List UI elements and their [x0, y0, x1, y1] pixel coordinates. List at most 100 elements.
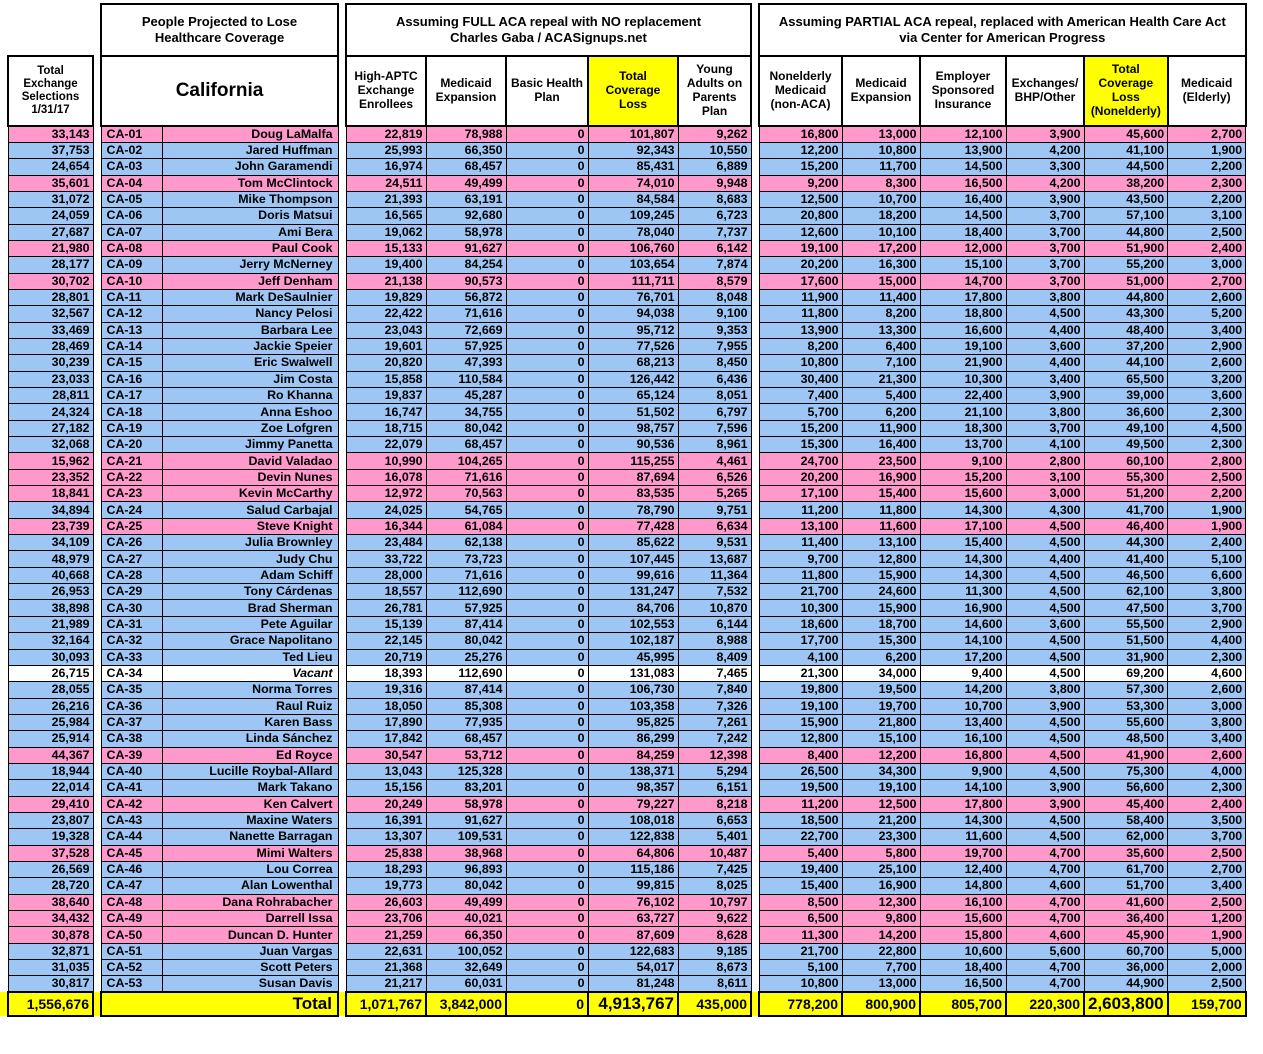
cell-district[interactable]: CA-11: [100, 288, 163, 307]
cell-employer-sponsored[interactable]: 14,500: [919, 207, 1007, 225]
cell-district[interactable]: CA-06: [100, 207, 163, 225]
cell-district[interactable]: CA-29: [100, 583, 163, 601]
cell-medicaid-elderly[interactable]: 4,600: [1167, 664, 1247, 683]
cell-young-adults[interactable]: 9,948: [677, 174, 752, 192]
cell-total-exchange-selections[interactable]: 44,367: [7, 746, 94, 764]
cell-representative[interactable]: Ken Calvert: [161, 795, 339, 813]
cell-basic-health-plan[interactable]: 0: [505, 959, 589, 977]
cell-district[interactable]: CA-44: [100, 828, 163, 846]
cell-medicaid-elderly[interactable]: 2,300: [1167, 648, 1247, 666]
cell-medicaid-expansion-partial[interactable]: 34,000: [841, 664, 921, 683]
cell-nonelderly-medicaid[interactable]: 12,200: [758, 141, 843, 160]
cell-employer-sponsored[interactable]: 10,700: [919, 697, 1007, 715]
cell-employer-sponsored[interactable]: 15,800: [919, 926, 1007, 944]
cell-young-adults[interactable]: 8,988: [677, 632, 752, 650]
cell-medicaid-expansion-partial[interactable]: 21,800: [841, 713, 921, 732]
cell-district[interactable]: CA-48: [100, 893, 163, 912]
cell-district[interactable]: CA-19: [100, 419, 163, 438]
cell-district[interactable]: CA-17: [100, 386, 163, 405]
cell-medicaid-expansion[interactable]: 56,872: [425, 288, 507, 307]
cell-district[interactable]: CA-46: [100, 860, 163, 879]
cell-representative[interactable]: Ami Bera: [161, 223, 339, 241]
cell-medicaid-expansion-partial[interactable]: 13,100: [841, 534, 921, 552]
cell-employer-sponsored[interactable]: 18,400: [919, 959, 1007, 977]
cell-medicaid-expansion-partial[interactable]: 15,300: [841, 632, 921, 650]
cell-medicaid-expansion[interactable]: 100,052: [425, 942, 507, 961]
cell-representative[interactable]: Mimi Walters: [161, 844, 339, 862]
cell-representative[interactable]: Jackie Speier: [161, 337, 339, 356]
cell-high-aptc[interactable]: 16,344: [345, 517, 427, 536]
cell-total-exchange-selections[interactable]: 31,035: [7, 959, 94, 977]
cell-total-exchange-selections[interactable]: 22,014: [7, 779, 94, 797]
cell-exchanges-bhp[interactable]: 4,500: [1005, 517, 1085, 536]
cell-medicaid-elderly[interactable]: 2,400: [1167, 239, 1247, 258]
cell-young-adults[interactable]: 7,737: [677, 223, 752, 241]
cell-exchanges-bhp[interactable]: 4,600: [1005, 877, 1085, 895]
cell-exchanges-bhp[interactable]: 4,400: [1005, 354, 1085, 372]
cell-nonelderly-medicaid[interactable]: 11,800: [758, 305, 843, 323]
cell-district[interactable]: CA-51: [100, 942, 163, 961]
cell-high-aptc[interactable]: 26,781: [345, 599, 427, 617]
cell-basic-health-plan[interactable]: 0: [505, 632, 589, 650]
cell-medicaid-expansion[interactable]: 32,649: [425, 959, 507, 977]
cell-total-coverage-loss-nonelderly[interactable]: 75,300: [1083, 762, 1169, 781]
cell-exchanges-bhp[interactable]: 4,500: [1005, 566, 1085, 585]
cell-exchanges-bhp[interactable]: 4,700: [1005, 959, 1085, 977]
table-row[interactable]: 30,702 CA-10 Jeff Denham 21,138 90,573 0 111,7…: [0, 272, 1247, 290]
cell-total-coverage-loss-nonelderly[interactable]: 51,700: [1083, 877, 1169, 895]
cell-total-coverage-loss[interactable]: 108,018: [587, 811, 679, 830]
cell-medicaid-elderly[interactable]: 3,000: [1167, 256, 1247, 274]
cell-total-exchange-selections[interactable]: 48,979: [7, 550, 94, 568]
table-row[interactable]: 21,989 CA-31 Pete Aguilar 15,139 87,414 0 102,…: [0, 615, 1247, 634]
cell-representative[interactable]: David Valadao: [161, 452, 339, 470]
table-row[interactable]: 30,093 CA-33 Ted Lieu 20,719 25,276 0 45,995 8,…: [0, 648, 1247, 666]
cell-medicaid-elderly[interactable]: 2,500: [1167, 975, 1247, 993]
cell-young-adults[interactable]: 7,465: [677, 664, 752, 683]
cell-nonelderly-medicaid[interactable]: 12,500: [758, 190, 843, 209]
table-row[interactable]: 44,367 CA-39 Ed Royce 30,547 53,712 0 84,259 12…: [0, 746, 1247, 764]
cell-district[interactable]: CA-12: [100, 305, 163, 323]
cell-medicaid-expansion[interactable]: 85,308: [425, 697, 507, 715]
table-row[interactable]: 28,177 CA-09 Jerry McNerney 19,400 84,254 0 10…: [0, 256, 1247, 274]
cell-total-coverage-loss-nonelderly[interactable]: 41,700: [1083, 501, 1169, 519]
cell-nonelderly-medicaid[interactable]: 9,700: [758, 550, 843, 568]
cell-young-adults[interactable]: 8,579: [677, 272, 752, 290]
table-row[interactable]: 35,601 CA-04 Tom McClintock 24,511 49,499 0 74…: [0, 174, 1247, 192]
cell-nonelderly-medicaid[interactable]: 11,800: [758, 566, 843, 585]
cell-medicaid-expansion[interactable]: 87,414: [425, 681, 507, 699]
cell-total-exchange-selections[interactable]: 15,962: [7, 452, 94, 470]
cell-total-exchange-selections[interactable]: 38,898: [7, 599, 94, 617]
cell-medicaid-elderly[interactable]: 2,700: [1167, 125, 1247, 143]
cell-representative[interactable]: Steve Knight: [161, 517, 339, 536]
cell-total-coverage-loss[interactable]: 106,730: [587, 681, 679, 699]
cell-employer-sponsored[interactable]: 14,800: [919, 877, 1007, 895]
cell-medicaid-elderly[interactable]: 3,600: [1167, 386, 1247, 405]
cell-basic-health-plan[interactable]: 0: [505, 337, 589, 356]
cell-district[interactable]: CA-39: [100, 746, 163, 764]
cell-medicaid-expansion[interactable]: 125,328: [425, 762, 507, 781]
cell-young-adults[interactable]: 7,596: [677, 419, 752, 438]
table-row[interactable]: 28,811 CA-17 Ro Khanna 19,837 45,287 0 65,124 8…: [0, 386, 1247, 405]
cell-medicaid-elderly[interactable]: 3,000: [1167, 697, 1247, 715]
cell-medicaid-elderly[interactable]: 1,200: [1167, 909, 1247, 928]
cell-medicaid-expansion[interactable]: 57,925: [425, 599, 507, 617]
cell-medicaid-expansion-partial[interactable]: 12,500: [841, 795, 921, 813]
cell-total-coverage-loss[interactable]: 78,790: [587, 501, 679, 519]
cell-medicaid-expansion[interactable]: 68,457: [425, 158, 507, 176]
cell-medicaid-expansion[interactable]: 96,893: [425, 860, 507, 879]
cell-medicaid-elderly[interactable]: 5,100: [1167, 550, 1247, 568]
cell-district[interactable]: CA-42: [100, 795, 163, 813]
cell-total-coverage-loss[interactable]: 122,683: [587, 942, 679, 961]
cell-exchanges-bhp[interactable]: 3,700: [1005, 256, 1085, 274]
cell-district[interactable]: CA-22: [100, 468, 163, 487]
cell-nonelderly-medicaid[interactable]: 12,600: [758, 223, 843, 241]
cell-medicaid-expansion-partial[interactable]: 15,900: [841, 566, 921, 585]
cell-representative[interactable]: Anna Eshoo: [161, 403, 339, 421]
cell-total-coverage-loss-nonelderly[interactable]: 58,400: [1083, 811, 1169, 830]
table-row[interactable]: 34,109 CA-26 Julia Brownley 23,484 62,138 0 85…: [0, 534, 1247, 552]
cell-total-coverage-loss-nonelderly[interactable]: 56,600: [1083, 779, 1169, 797]
table-row[interactable]: 27,687 CA-07 Ami Bera 19,062 58,978 0 78,040 7,…: [0, 223, 1247, 241]
cell-representative[interactable]: Pete Aguilar: [161, 615, 339, 634]
cell-basic-health-plan[interactable]: 0: [505, 860, 589, 879]
table-row[interactable]: 32,068 CA-20 Jimmy Panetta 22,079 68,457 0 90,…: [0, 436, 1247, 454]
